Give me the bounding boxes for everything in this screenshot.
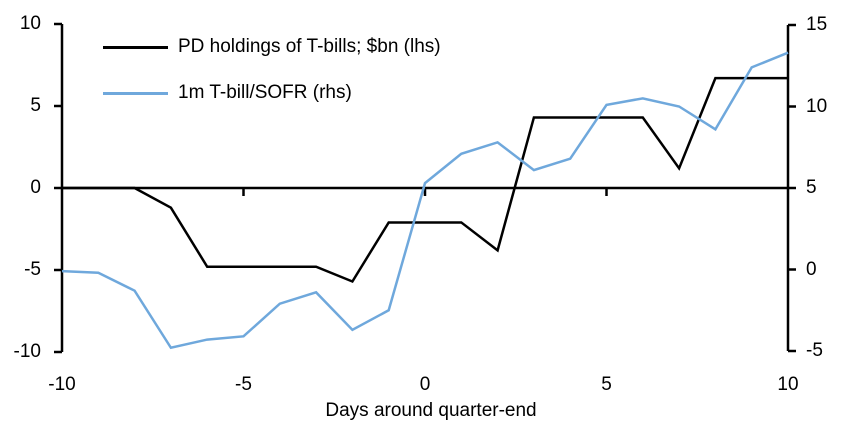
pd-holdings-line [62, 76, 788, 284]
x-axis-tick-label--5: -5 [235, 374, 252, 395]
right-axis-tick-label-15: 15 [806, 14, 828, 35]
x-axis-tick-label--10: -10 [48, 374, 76, 395]
left-axis-tick-label-5: 5 [30, 95, 41, 116]
legend-item-pd-holdings: PD holdings of T-bills; $bn (lhs) [103, 36, 441, 58]
legend-item-tbill-sofr: 1m T-bill/SOFR (rhs) [103, 82, 441, 104]
x-axis-tick-label-10: 10 [777, 374, 799, 395]
tbill-sofr-line [61, 51, 789, 350]
x-axis-tick-label-5: 5 [601, 374, 612, 395]
right-axis-tick-label-5: 5 [806, 177, 817, 198]
tbill-sofr-line-swatch [103, 91, 168, 95]
right-axis-tick-label--5: -5 [806, 340, 823, 361]
tbill-sofr-legend-label: 1m T-bill/SOFR (rhs) [178, 82, 352, 103]
pd-holdings-line-swatch [103, 45, 168, 49]
left-axis-tick-label--5: -5 [24, 259, 41, 280]
right-axis-tick-label-10: 10 [806, 95, 828, 117]
x-axis-tick-label-0: 0 [419, 374, 431, 395]
pd-holdings-legend-label: PD holdings of T-bills; $bn (lhs) [178, 36, 441, 57]
legend: PD holdings of T-bills; $bn (lhs) 1m T-b… [103, 36, 441, 128]
x-axis-title: Days around quarter-end [325, 400, 537, 421]
left-axis-tick-label-0: 0 [30, 177, 41, 198]
left-axis-tick-label--10: -10 [13, 341, 41, 362]
left-axis-tick-label-10: 10 [19, 13, 41, 34]
right-axis-tick-label-0: 0 [806, 258, 817, 280]
